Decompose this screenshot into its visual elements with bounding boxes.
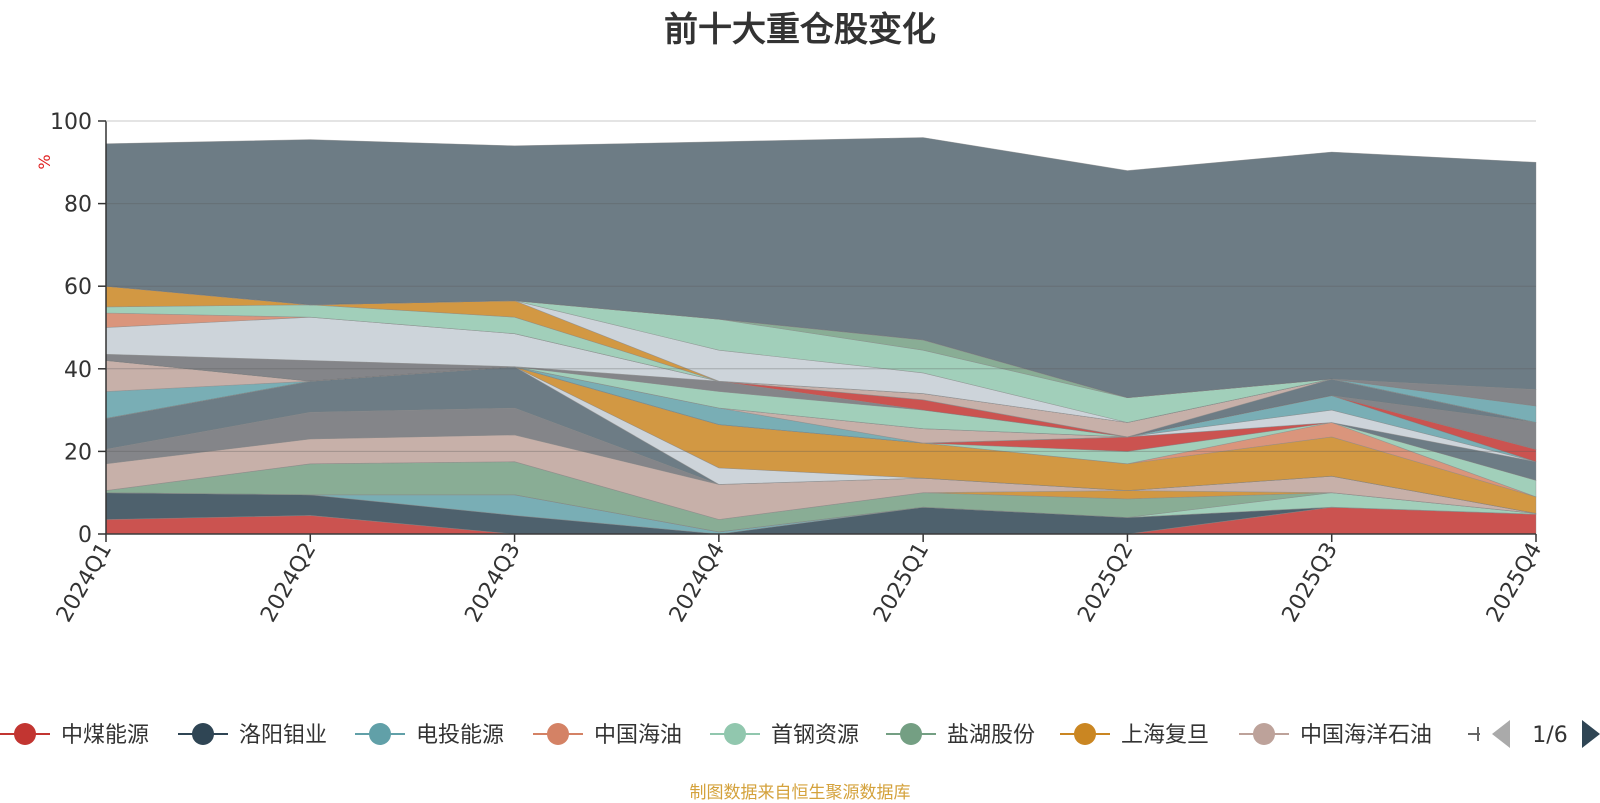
legend-label: 首钢资源 bbox=[771, 723, 859, 748]
x-tick-label: 2025Q1 bbox=[869, 539, 934, 627]
legend-label: 上海复旦 bbox=[1121, 723, 1209, 748]
legend-page-indicator: 1/6 bbox=[1532, 723, 1567, 748]
legend-marker bbox=[1074, 723, 1096, 745]
area-series-group bbox=[105, 137, 1537, 535]
legend-label: 中国海油 bbox=[594, 723, 682, 748]
y-tick-label: 80 bbox=[64, 193, 92, 218]
y-tick-label: 0 bbox=[78, 523, 92, 548]
legend-marker bbox=[192, 723, 214, 745]
legend-prev-page-icon[interactable] bbox=[1492, 720, 1510, 748]
legend-label: 中国海洋石油 bbox=[1300, 723, 1432, 748]
legend-item[interactable]: 上海复旦 bbox=[1060, 723, 1209, 748]
x-tick-label: 2025Q3 bbox=[1278, 539, 1343, 627]
legend[interactable]: 中煤能源 洛阳钼业 电投能源 中国海油 首钢资源 盐湖股份 上海复旦 中国海洋石油 1/6 bbox=[0, 720, 1600, 748]
area-series-36 bbox=[105, 137, 1537, 399]
legend-label: 洛阳钼业 bbox=[239, 723, 327, 748]
legend-truncated-item-icon bbox=[1468, 727, 1480, 741]
legend-marker bbox=[14, 723, 36, 745]
legend-item[interactable]: 中国海油 bbox=[533, 723, 682, 748]
x-tick-label: 2024Q3 bbox=[460, 539, 525, 627]
legend-item[interactable]: 中国海洋石油 bbox=[1239, 723, 1432, 748]
x-tick-label: 2024Q1 bbox=[52, 539, 117, 627]
x-tick-label: 2024Q2 bbox=[256, 539, 321, 627]
legend-label: 中煤能源 bbox=[61, 723, 149, 748]
legend-item[interactable]: 中煤能源 bbox=[0, 723, 149, 748]
legend-item[interactable]: 洛阳钼业 bbox=[178, 723, 327, 748]
y-tick-label: 20 bbox=[64, 440, 92, 465]
legend-marker bbox=[724, 723, 746, 745]
chart-title: 前十大重仓股变化 bbox=[664, 10, 936, 50]
legend-next-page-icon[interactable] bbox=[1582, 720, 1600, 748]
y-tick-label: 100 bbox=[50, 110, 92, 135]
y-tick-label: 60 bbox=[64, 275, 92, 300]
x-tick-label: 2024Q4 bbox=[665, 539, 730, 627]
x-tick-label: 2025Q4 bbox=[1482, 539, 1547, 627]
grid-lines bbox=[106, 120, 1536, 535]
legend-marker bbox=[369, 723, 391, 745]
legend-marker bbox=[547, 723, 569, 745]
legend-label: 电投能源 bbox=[416, 723, 504, 748]
legend-item[interactable]: 电投能源 bbox=[355, 723, 504, 748]
legend-item[interactable]: 首钢资源 bbox=[710, 723, 859, 748]
legend-marker bbox=[900, 723, 922, 745]
x-tick-label: 2025Q2 bbox=[1073, 539, 1138, 627]
y-tick-label: 40 bbox=[64, 358, 92, 383]
legend-item[interactable]: 盐湖股份 bbox=[886, 723, 1035, 748]
legend-marker bbox=[1253, 723, 1275, 745]
source-note: 制图数据来自恒生聚源数据库 bbox=[689, 783, 911, 803]
y-axis-label: % bbox=[35, 154, 54, 169]
legend-label: 盐湖股份 bbox=[947, 723, 1035, 748]
